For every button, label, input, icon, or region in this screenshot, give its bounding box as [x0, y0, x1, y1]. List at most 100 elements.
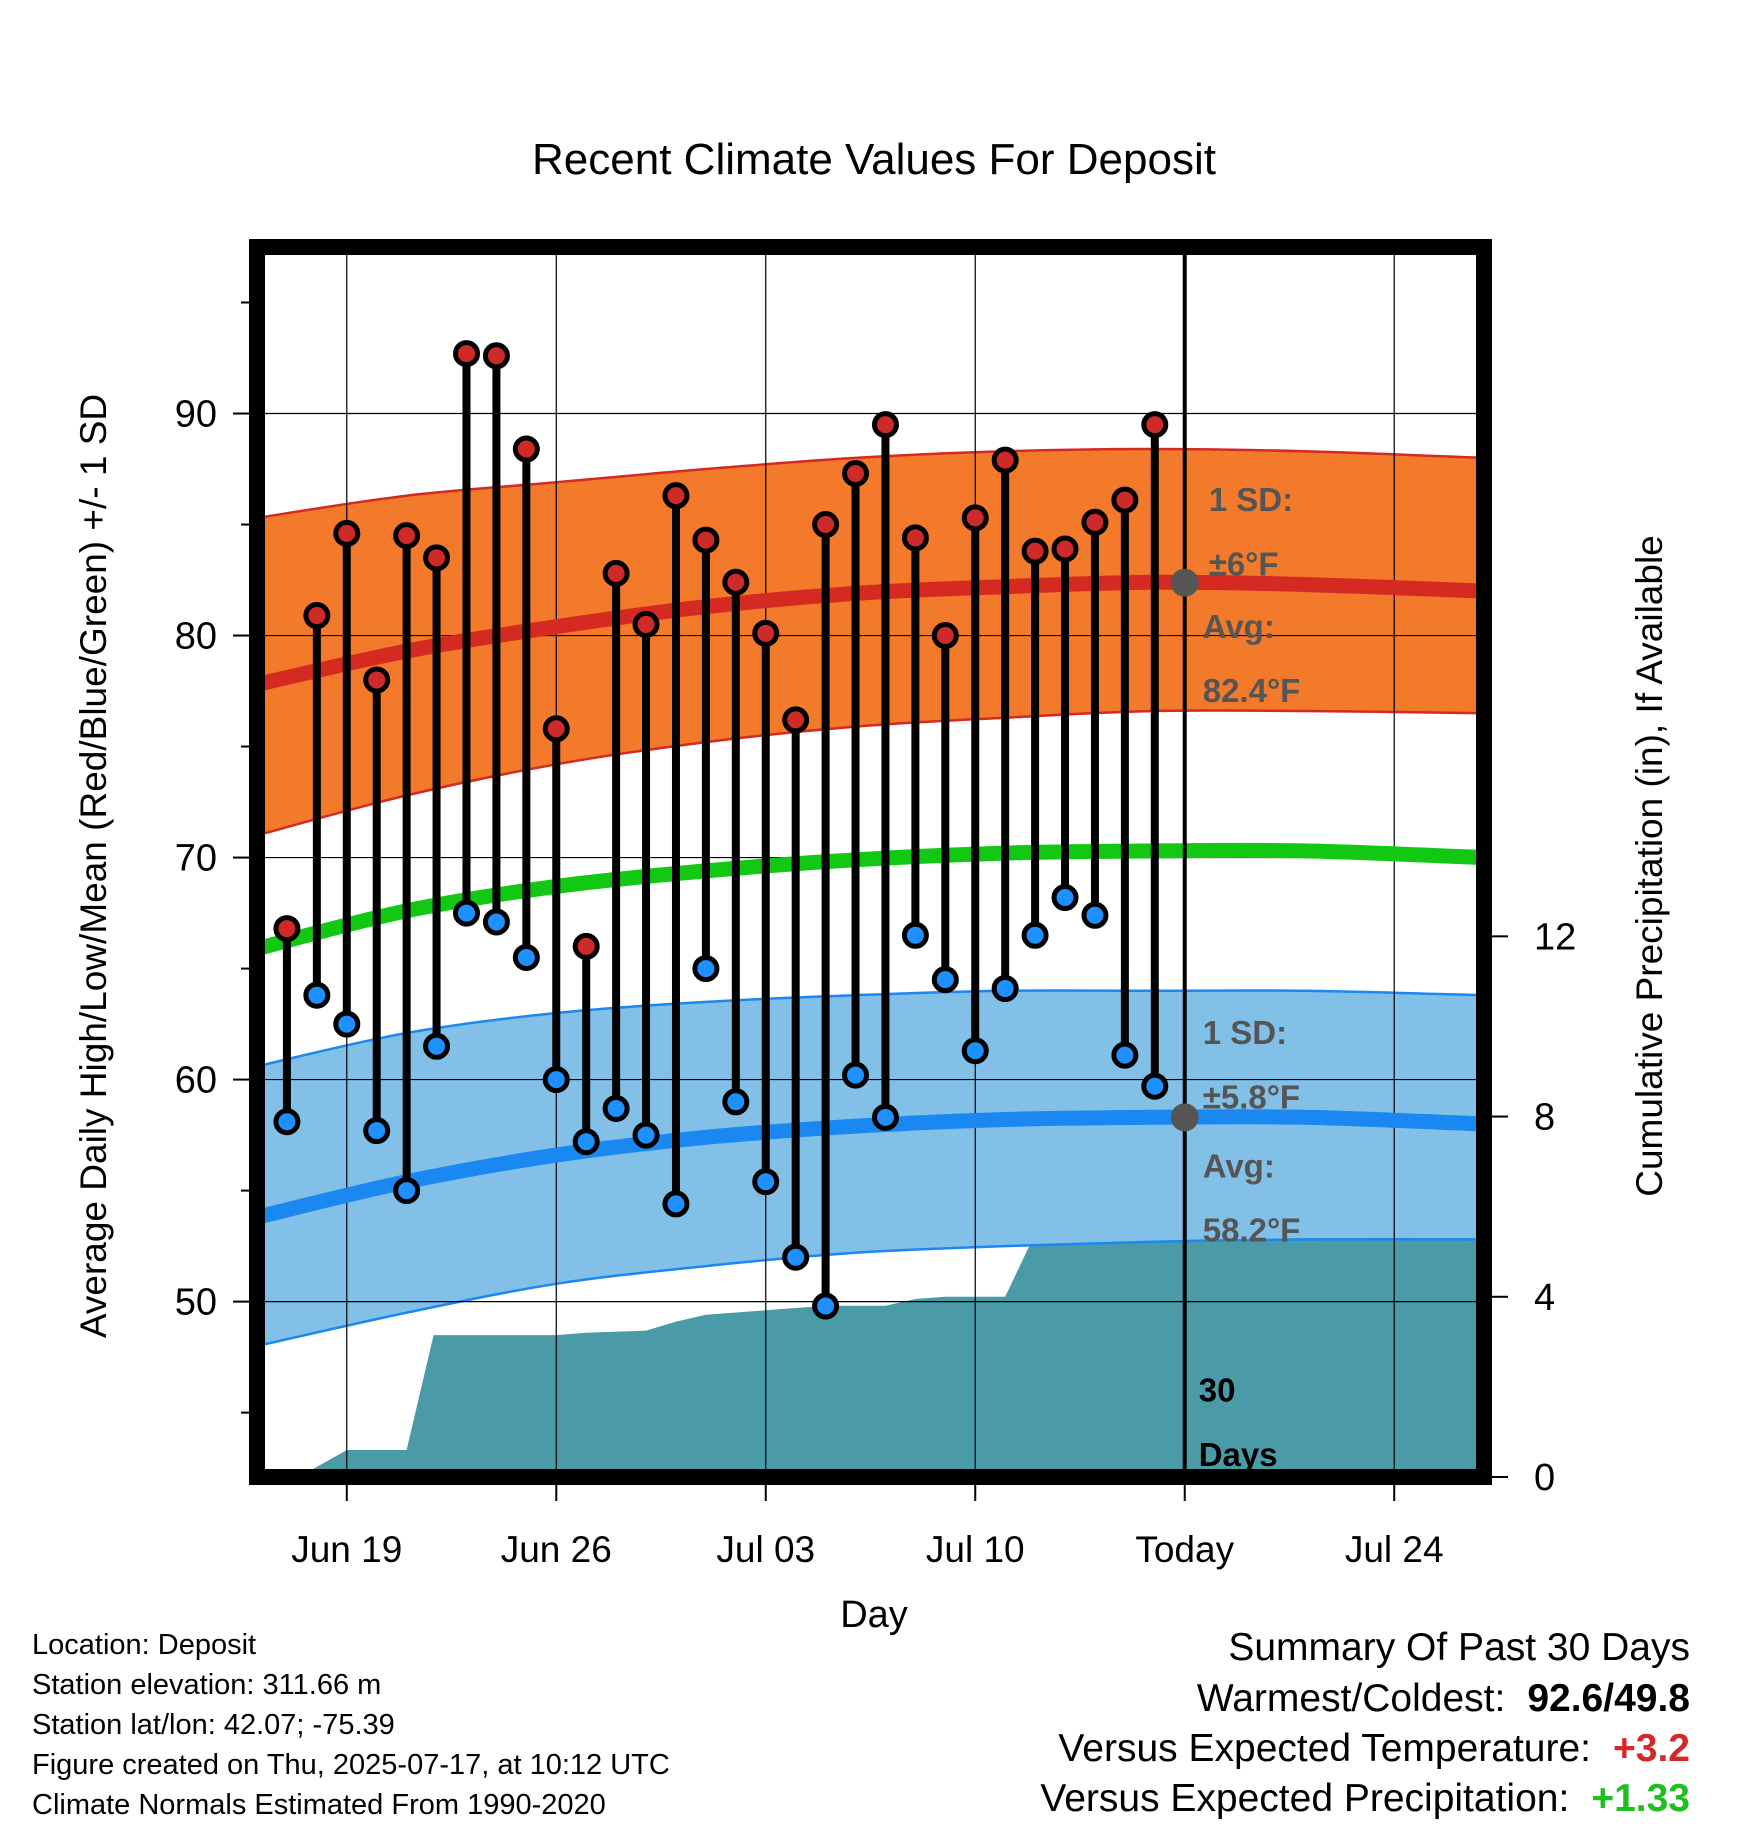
warmest-coldest-value: 92.6/49.8: [1527, 1677, 1690, 1720]
station-latlon: Station lat/lon: 42.07; -75.39: [32, 1709, 395, 1741]
daily-high-point: [1141, 411, 1169, 439]
high-sd-annotation: 1 SD:: [1209, 481, 1293, 518]
y-tick-label: 70: [175, 838, 217, 880]
plot-area: [257, 247, 1484, 1477]
y-axis-label-right: Cumulative Precipitation (in), If Availa…: [1629, 535, 1670, 1197]
daily-low-point: [901, 921, 929, 949]
daily-high-point: [842, 459, 870, 487]
temp-departure-value: +3.2: [1613, 1727, 1690, 1770]
daily-low-point: [602, 1094, 630, 1122]
x-tick-label: Today: [1135, 1529, 1234, 1570]
precip-area: [257, 1215, 1484, 1477]
today-high-avg-dot: [1170, 568, 1199, 597]
summary-precip-departure: Versus Expected Precipitation: +1.33: [1040, 1774, 1690, 1824]
daily-low-point: [423, 1032, 451, 1060]
daily-low-point: [692, 955, 720, 983]
daily-low-point: [273, 1108, 301, 1136]
daily-low-point: [782, 1243, 810, 1271]
daily-low-point: [363, 1117, 391, 1145]
summary-title: Summary Of Past 30 Days: [1228, 1626, 1690, 1669]
daily-low-point: [1081, 901, 1109, 929]
x-tick-label: Jul 03: [716, 1529, 815, 1570]
daily-high-point: [632, 610, 660, 638]
temp-departure-label: Versus Expected Temperature:: [1058, 1727, 1591, 1770]
daily-high-point: [901, 524, 929, 552]
station-elevation: Station elevation: 311.66 m: [32, 1669, 382, 1701]
daily-low-point: [1051, 884, 1079, 912]
summary-temp-departure: Versus Expected Temperature: +3.2: [1040, 1724, 1690, 1774]
daily-low-point: [1021, 921, 1049, 949]
y-tick-label: 50: [175, 1282, 217, 1324]
low-sd-annotation: 1 SD:: [1203, 1014, 1287, 1051]
x-tick-label: Jun 19: [291, 1529, 402, 1570]
daily-high-point: [363, 666, 391, 694]
daily-high-point: [572, 932, 600, 960]
daily-low-point: [393, 1177, 421, 1205]
summary-panel: Summary Of Past 30 Days Warmest/Coldest:…: [1040, 1622, 1690, 1824]
today-days-label-unit: Days: [1199, 1436, 1278, 1473]
daily-low-point: [512, 943, 540, 971]
figure-created: Figure created on Thu, 2025-07-17, at 10…: [32, 1749, 670, 1781]
daily-low-point: [333, 1010, 361, 1038]
daily-low-point: [812, 1292, 840, 1320]
low-avg-line: [257, 1109, 1484, 1225]
daily-low-point: [662, 1190, 690, 1218]
y-right-tick-label: 12: [1534, 916, 1576, 958]
daily-low-point: [632, 1121, 660, 1149]
daily-high-point: [273, 915, 301, 943]
today-days-label: 30: [1199, 1372, 1236, 1409]
daily-low-point: [542, 1066, 570, 1094]
x-axis-label: Day: [840, 1594, 908, 1636]
high-avg-annotation: Avg:: [1203, 608, 1275, 645]
daily-high-point: [722, 568, 750, 596]
y-tick-label: 80: [175, 616, 217, 658]
warmest-coldest-label: Warmest/Coldest:: [1196, 1677, 1506, 1720]
daily-high-point: [1111, 486, 1139, 514]
daily-low-point: [572, 1128, 600, 1156]
daily-low-point: [931, 966, 959, 994]
daily-high-point: [602, 559, 630, 587]
y-tick-label: 60: [175, 1060, 217, 1102]
daily-high-point: [1081, 508, 1109, 536]
station-location: Location: Deposit: [32, 1629, 257, 1661]
x-tick-label: Jul 24: [1345, 1529, 1444, 1570]
low-avg-annotation: Avg:: [1203, 1147, 1275, 1184]
daily-high-point: [393, 522, 421, 550]
daily-low-point: [1111, 1041, 1139, 1069]
low-avg-annotation-value: 58.2°F: [1203, 1212, 1301, 1249]
daily-high-point: [782, 706, 810, 734]
daily-high-point: [991, 446, 1019, 474]
daily-high-point: [812, 511, 840, 539]
daily-high-point: [542, 715, 570, 743]
daily-low-point: [752, 1168, 780, 1196]
summary-warmest-coldest: Warmest/Coldest: 92.6/49.8: [1040, 1674, 1690, 1724]
daily-high-point: [452, 340, 480, 368]
daily-low-point: [871, 1103, 899, 1131]
x-tick-label: Jun 26: [501, 1529, 612, 1570]
daily-high-point: [1021, 537, 1049, 565]
daily-low-point: [303, 981, 331, 1009]
today-low-avg-dot: [1170, 1103, 1199, 1132]
daily-high-point: [1051, 535, 1079, 563]
daily-high-point: [871, 411, 899, 439]
daily-low-point: [722, 1088, 750, 1116]
daily-high-point: [692, 526, 720, 554]
y-axis-label-left: Average Daily High/Low/Mean (Red/Blue/Gr…: [73, 394, 114, 1338]
daily-high-point: [512, 435, 540, 463]
chart-title: Recent Climate Values For Deposit: [532, 135, 1216, 184]
daily-high-point: [423, 544, 451, 572]
daily-low-point: [1141, 1072, 1169, 1100]
climate-normals-note: Climate Normals Estimated From 1990-2020: [32, 1789, 606, 1821]
daily-high-point: [662, 482, 690, 510]
station-info: Location: Deposit Station elevation: 311…: [32, 1625, 670, 1825]
daily-high-point: [752, 619, 780, 647]
y-right-tick-label: 0: [1534, 1457, 1555, 1499]
x-tick-label: Jul 10: [926, 1529, 1025, 1570]
daily-high-point: [303, 602, 331, 630]
precip-departure-label: Versus Expected Precipitation:: [1040, 1777, 1570, 1820]
daily-low-point: [991, 975, 1019, 1003]
daily-high-point: [931, 622, 959, 650]
daily-low-point: [842, 1061, 870, 1089]
daily-high-point: [333, 519, 361, 547]
